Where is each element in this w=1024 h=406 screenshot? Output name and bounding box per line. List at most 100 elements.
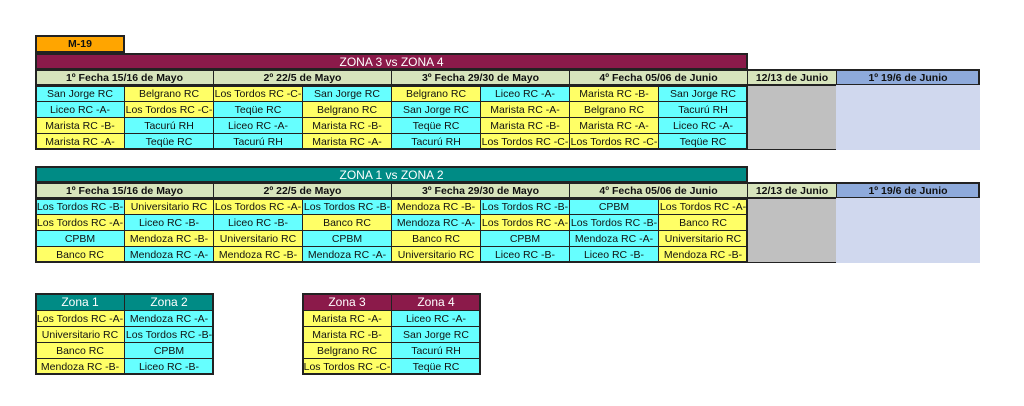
category-label: M-19 (35, 35, 125, 53)
round-header: 3º Fecha 29/30 de Mayo (391, 182, 570, 199)
empty-round-cell (836, 85, 980, 150)
match-team-cell: Liceo RC -A- (658, 117, 748, 134)
match-team-cell: Marista RC -A- (35, 133, 125, 150)
match-team-cell: Belgrano RC (302, 101, 392, 118)
match-team-cell: Universitario RC (391, 246, 481, 263)
match-team-cell: Belgrano RC (569, 101, 659, 118)
zone-team-cell: Banco RC (35, 342, 125, 359)
round-header: 12/13 de Junio (747, 182, 837, 199)
round-header: 2º 22/5 de Mayo (213, 182, 392, 199)
zone-header: Zona 3 (302, 293, 392, 311)
match-team-cell: Teqüe RC (391, 117, 481, 134)
match-team-cell: Los Tordos RC -A- (658, 198, 748, 215)
zone-team-cell: Teqüe RC (391, 358, 481, 375)
match-team-cell: Tacurú RH (213, 133, 303, 150)
match-team-cell: Universitario RC (213, 230, 303, 247)
zone-team-cell: Tacurú RH (391, 342, 481, 359)
match-team-cell: Marista RC -A- (480, 101, 570, 118)
fixture-title-text: ZONA 1 vs ZONA 2 (339, 167, 444, 182)
empty-round-cell (836, 198, 980, 263)
match-team-cell: Los Tordos RC -B- (302, 198, 392, 215)
match-team-cell: Mendoza RC -B- (658, 246, 748, 263)
match-team-cell: Liceo RC -A- (213, 117, 303, 134)
round-header: 4º Fecha 05/06 de Junio (569, 69, 748, 86)
match-team-cell: Liceo RC -B- (480, 246, 570, 263)
match-team-cell: Liceo RC -A- (480, 85, 570, 102)
match-team-cell: Mendoza RC -B- (124, 230, 214, 247)
zone-team-cell: Marista RC -B- (302, 326, 392, 343)
match-team-cell: CPBM (302, 230, 392, 247)
match-team-cell: Los Tordos RC -B- (480, 198, 570, 215)
match-team-cell: Los Tordos RC -C- (569, 133, 659, 150)
match-team-cell: San Jorge RC (391, 101, 481, 118)
fixture-title-text: ZONA 3 vs ZONA 4 (339, 54, 444, 69)
match-team-cell: Marista RC -B- (302, 117, 392, 134)
match-team-cell: Los Tordos RC -C- (213, 85, 303, 102)
match-team-cell: Tacurú RH (658, 101, 748, 118)
round-header: 12/13 de Junio (747, 69, 837, 86)
zone-team-cell: CPBM (124, 342, 214, 359)
match-team-cell: CPBM (35, 230, 125, 247)
match-team-cell: San Jorge RC (658, 85, 748, 102)
match-team-cell: Marista RC -A- (569, 117, 659, 134)
zone-team-cell: Los Tordos RC -B- (124, 326, 214, 343)
match-team-cell: Universitario RC (124, 198, 214, 215)
match-team-cell: Marista RC -B- (35, 117, 125, 134)
match-team-cell: Belgrano RC (124, 85, 214, 102)
zone-team-cell: Los Tordos RC -C- (302, 358, 392, 375)
match-team-cell: Tacurú RH (124, 117, 214, 134)
match-team-cell: Teqüe RC (213, 101, 303, 118)
match-team-cell: Mendoza RC -A- (124, 246, 214, 263)
empty-round-cell (747, 198, 837, 263)
round-header: 4º Fecha 05/06 de Junio (569, 182, 748, 199)
round-header: 3º Fecha 29/30 de Mayo (391, 69, 570, 86)
zone-team-cell: Liceo RC -A- (391, 310, 481, 327)
round-header: 1º 19/6 de Junio (836, 69, 980, 86)
match-team-cell: Marista RC -B- (480, 117, 570, 134)
match-team-cell: Universitario RC (658, 230, 748, 247)
zone-team-cell: Liceo RC -B- (124, 358, 214, 375)
empty-round-cell (747, 85, 837, 150)
match-team-cell: Los Tordos RC -A- (480, 214, 570, 231)
match-team-cell: Los Tordos RC -C- (124, 101, 214, 118)
match-team-cell: Banco RC (658, 214, 748, 231)
match-team-cell: Mendoza RC -B- (391, 198, 481, 215)
match-team-cell: CPBM (569, 198, 659, 215)
match-team-cell: Liceo RC -A- (35, 101, 125, 118)
fixture-title: ZONA 3 vs ZONA 4 (35, 53, 748, 70)
fixture-title: ZONA 1 vs ZONA 2 (35, 166, 748, 183)
match-team-cell: Mendoza RC -A- (391, 214, 481, 231)
match-team-cell: Mendoza RC -A- (569, 230, 659, 247)
match-team-cell: Banco RC (302, 214, 392, 231)
match-team-cell: Tacurú RH (391, 133, 481, 150)
round-header: 1º Fecha 15/16 de Mayo (35, 182, 214, 199)
round-header: 2º 22/5 de Mayo (213, 69, 392, 86)
match-team-cell: Mendoza RC -B- (213, 246, 303, 263)
zone-header: Zona 1 (35, 293, 125, 311)
match-team-cell: San Jorge RC (302, 85, 392, 102)
match-team-cell: Los Tordos RC -A- (35, 214, 125, 231)
match-team-cell: Los Tordos RC -C- (480, 133, 570, 150)
zone-team-cell: Universitario RC (35, 326, 125, 343)
zone-team-cell: Belgrano RC (302, 342, 392, 359)
match-team-cell: San Jorge RC (35, 85, 125, 102)
match-team-cell: Marista RC -A- (302, 133, 392, 150)
match-team-cell: Banco RC (35, 246, 125, 263)
round-header: 1º 19/6 de Junio (836, 182, 980, 199)
zone-header: Zona 2 (124, 293, 214, 311)
match-team-cell: Los Tordos RC -A- (213, 198, 303, 215)
zone-team-cell: Los Tordos RC -A- (35, 310, 125, 327)
match-team-cell: Marista RC -B- (569, 85, 659, 102)
match-team-cell: Liceo RC -B- (569, 246, 659, 263)
zone-team-cell: San Jorge RC (391, 326, 481, 343)
match-team-cell: CPBM (480, 230, 570, 247)
zone-team-cell: Mendoza RC -B- (35, 358, 125, 375)
match-team-cell: Mendoza RC -A- (302, 246, 392, 263)
match-team-cell: Liceo RC -B- (213, 214, 303, 231)
match-team-cell: Los Tordos RC -B- (569, 214, 659, 231)
match-team-cell: Belgrano RC (391, 85, 481, 102)
match-team-cell: Banco RC (391, 230, 481, 247)
match-team-cell: Los Tordos RC -B- (35, 198, 125, 215)
zone-team-cell: Mendoza RC -A- (124, 310, 214, 327)
round-header: 1º Fecha 15/16 de Mayo (35, 69, 214, 86)
